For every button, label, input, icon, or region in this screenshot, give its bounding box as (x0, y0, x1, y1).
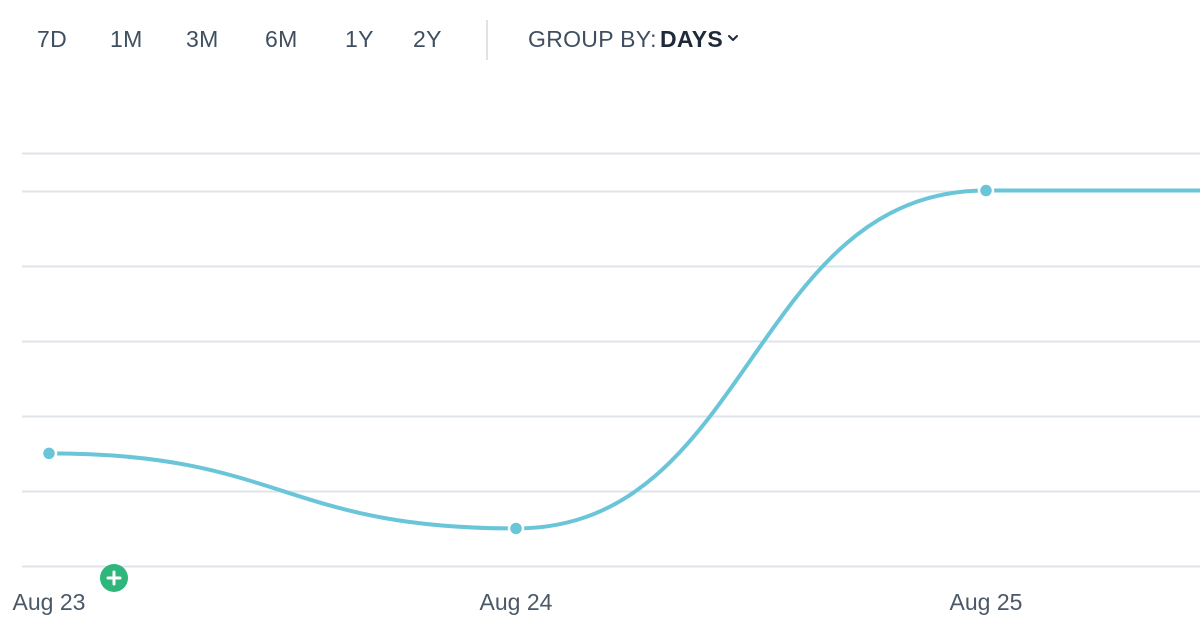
chart-points (40, 182, 995, 537)
chevron-down-icon (728, 34, 738, 41)
data-point[interactable] (507, 520, 525, 537)
range-1m-button[interactable]: 1M (110, 26, 143, 52)
range-3m-button[interactable]: 3M (186, 26, 219, 52)
plus-icon (106, 570, 122, 586)
toolbar-divider (486, 20, 488, 60)
chart-gridlines (22, 152, 1200, 568)
data-point[interactable] (977, 182, 995, 199)
range-7d-button[interactable]: 7D (37, 26, 68, 52)
range-2y-button[interactable]: 2Y (413, 26, 442, 52)
data-point[interactable] (40, 445, 58, 462)
group-by-label: GROUP BY: (528, 26, 657, 52)
x-tick-label: Aug 24 (480, 589, 553, 615)
range-1y-button[interactable]: 1Y (345, 26, 374, 52)
series-line (47, 188, 1200, 531)
add-annotation-button[interactable] (100, 564, 128, 592)
chart-toolbar: 7D 1M 3M 6M 1Y 2Y GROUP BY: DAYS (0, 0, 1200, 78)
x-tick-label: Aug 23 (13, 589, 86, 615)
group-by-value: DAYS (660, 26, 723, 52)
x-axis-labels: Aug 23 Aug 24 Aug 25 (13, 589, 1023, 615)
group-by-dropdown[interactable]: DAYS (660, 24, 739, 54)
x-tick-label: Aug 25 (950, 589, 1023, 615)
range-6m-button[interactable]: 6M (265, 26, 298, 52)
